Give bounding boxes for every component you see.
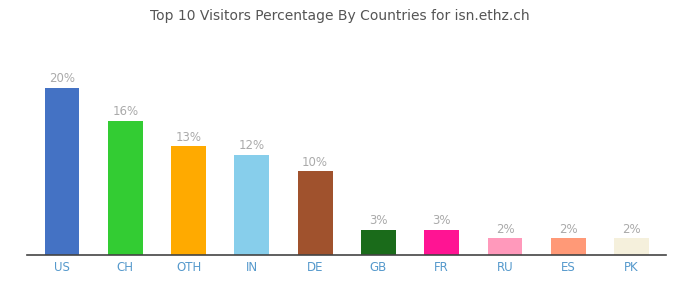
Text: 16%: 16% [112, 106, 138, 118]
Text: 10%: 10% [302, 156, 328, 169]
Text: 3%: 3% [432, 214, 451, 227]
Text: 2%: 2% [559, 223, 577, 236]
Bar [108, 121, 143, 255]
Text: 13%: 13% [175, 130, 201, 144]
Bar [488, 238, 522, 255]
Bar [298, 171, 333, 255]
Bar [424, 230, 459, 255]
Bar [171, 146, 206, 255]
Text: 2%: 2% [622, 223, 641, 236]
Bar [614, 238, 649, 255]
Bar [45, 88, 80, 255]
Text: 3%: 3% [369, 214, 388, 227]
Text: 2%: 2% [496, 223, 514, 236]
Bar [235, 154, 269, 255]
Text: 12%: 12% [239, 139, 265, 152]
Text: Top 10 Visitors Percentage By Countries for isn.ethz.ch: Top 10 Visitors Percentage By Countries … [150, 9, 530, 23]
Bar [361, 230, 396, 255]
Bar [551, 238, 585, 255]
Text: 20%: 20% [49, 72, 75, 85]
